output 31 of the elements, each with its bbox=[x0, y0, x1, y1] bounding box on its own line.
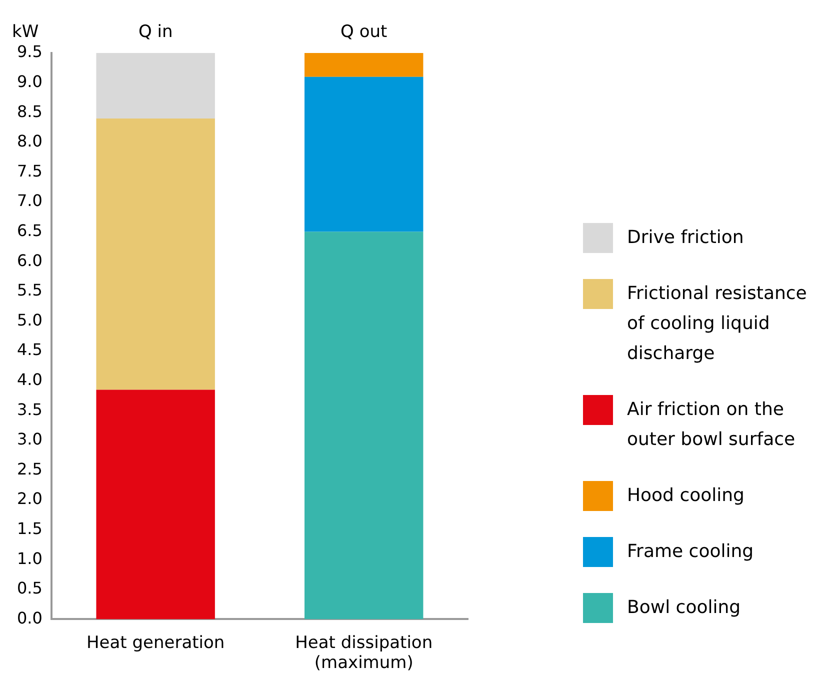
y-tick-label: 5.0 bbox=[16, 310, 42, 330]
x-tick-label: Heat dissipation (maximum) bbox=[295, 632, 433, 674]
y-tick-label: 9.0 bbox=[16, 72, 42, 91]
y-tick-label: 4.0 bbox=[16, 370, 42, 389]
y-tick-label: 8.5 bbox=[16, 102, 42, 121]
y-tick-label: 9.5 bbox=[16, 42, 42, 62]
y-tick-label: 1.0 bbox=[16, 548, 42, 568]
text: Q in bbox=[138, 22, 173, 42]
y-axis-title: kW bbox=[12, 22, 39, 42]
y-tick-label: 7.5 bbox=[16, 161, 42, 180]
y-tick-label: 7.0 bbox=[16, 191, 42, 210]
x-tick-label: Heat generation bbox=[86, 632, 225, 653]
y-tick-label: 1.5 bbox=[16, 518, 42, 538]
legend-label: Frame cooling bbox=[627, 540, 755, 564]
y-tick-label: 0.0 bbox=[16, 608, 42, 628]
legend-label: Frictional resistance of cooling liquid discharge bbox=[627, 282, 808, 366]
y-tick-label: 5.5 bbox=[16, 280, 42, 300]
y-tick-label: 4.5 bbox=[16, 340, 42, 360]
y-tick-label: 2.0 bbox=[16, 489, 42, 508]
legend-label: Hood cooling bbox=[627, 484, 746, 508]
y-tick-label: 6.0 bbox=[16, 250, 42, 270]
y-tick-label: 2.5 bbox=[16, 459, 42, 478]
y-tick-label: 0.5 bbox=[16, 578, 42, 598]
y-tick-label: 3.5 bbox=[16, 400, 42, 419]
legend-label: Bowl cooling bbox=[627, 596, 742, 620]
y-tick-label: 8.0 bbox=[16, 132, 42, 151]
y-tick-label: 3.0 bbox=[16, 430, 42, 449]
legend-label: Air friction on the outer bowl surface bbox=[627, 398, 796, 452]
legend-label: Drive friction bbox=[627, 226, 745, 250]
y-tick-label: 6.5 bbox=[16, 220, 42, 240]
text: Q out bbox=[340, 22, 388, 42]
